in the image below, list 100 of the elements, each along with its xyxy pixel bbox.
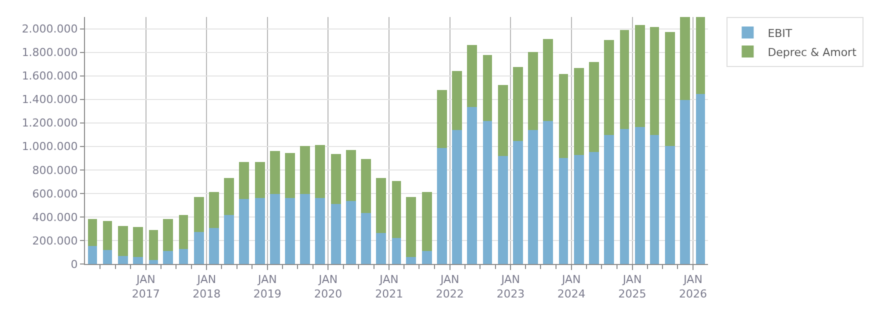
bar	[422, 251, 432, 264]
bar	[300, 194, 310, 264]
y-tick-label: 1.600.000	[22, 70, 78, 83]
y-tick-label: 1.400.000	[22, 93, 78, 106]
legend-label: EBIT	[768, 26, 792, 40]
bar	[118, 256, 128, 264]
bar	[650, 135, 659, 264]
bar	[315, 145, 325, 198]
bar	[194, 232, 204, 264]
y-tick-label: 0	[70, 258, 78, 271]
bar	[696, 17, 705, 94]
bar	[589, 152, 599, 264]
bar	[528, 52, 538, 130]
bar	[437, 148, 447, 264]
bar	[118, 226, 128, 256]
bar	[422, 192, 432, 251]
x-tick-label: JAN 2026	[679, 273, 708, 300]
bar	[179, 249, 188, 264]
bar	[406, 257, 416, 264]
bar	[315, 198, 325, 264]
bar	[255, 198, 265, 264]
bar	[88, 219, 97, 246]
y-tick-label: 1.800.000	[22, 46, 78, 60]
bar	[467, 45, 477, 107]
bar	[376, 233, 386, 264]
bar	[331, 154, 341, 204]
x-tick-label: JAN 2017	[132, 273, 160, 300]
bar	[483, 121, 492, 264]
legend-label: Deprec & Amort	[768, 46, 858, 59]
bar	[149, 230, 158, 260]
bar	[665, 146, 675, 264]
x-tick-label: JAN 2020	[314, 273, 342, 300]
bar	[361, 159, 371, 213]
bar	[194, 197, 204, 232]
bar	[285, 153, 295, 198]
bar	[300, 146, 310, 194]
bar	[483, 55, 492, 121]
bar	[696, 94, 705, 264]
y-tick-label: 600.000	[32, 187, 78, 200]
bar	[103, 250, 112, 264]
y-tick-label: 1.000.000	[22, 140, 78, 154]
bar	[103, 221, 112, 250]
x-tick-label: JAN 2021	[375, 273, 404, 300]
bar	[620, 129, 629, 264]
bar	[406, 197, 416, 257]
bar	[543, 121, 553, 264]
bar	[680, 100, 690, 264]
bar	[452, 71, 462, 130]
bar	[209, 192, 219, 228]
bar	[528, 130, 538, 264]
bar	[650, 27, 659, 135]
bar	[513, 67, 523, 141]
bar	[635, 127, 645, 264]
bar	[133, 257, 143, 264]
bar	[574, 68, 584, 155]
bar	[149, 260, 158, 264]
bar	[270, 151, 280, 194]
bar	[620, 30, 629, 129]
y-tick-label: 200.000	[32, 234, 78, 248]
y-tick-label: 400.000	[32, 210, 78, 224]
bar	[331, 204, 341, 264]
bar	[543, 39, 553, 121]
bar	[209, 228, 219, 264]
bar	[270, 194, 280, 264]
bar	[239, 162, 249, 199]
bar	[680, 17, 690, 100]
x-tick-label: JAN 2019	[253, 273, 282, 300]
bar	[437, 90, 447, 148]
bar	[513, 141, 523, 264]
y-tick-label: 1.200.000	[22, 116, 78, 130]
bar	[88, 246, 97, 264]
bar	[574, 155, 584, 264]
bar	[346, 150, 356, 201]
bar	[224, 215, 234, 264]
bar	[163, 251, 173, 264]
x-tick-label: JAN 2022	[436, 273, 464, 300]
bar	[133, 227, 143, 257]
y-tick-label: 800.000	[32, 164, 78, 177]
bar	[285, 198, 295, 264]
bar	[392, 238, 401, 264]
bar	[179, 215, 188, 249]
y-tick-label: 2.000.000	[22, 22, 78, 36]
bar	[665, 32, 675, 146]
bar	[239, 199, 249, 264]
bar	[604, 135, 614, 264]
bar	[346, 201, 356, 264]
bar	[361, 213, 371, 264]
bar	[255, 162, 265, 198]
x-tick-label: JAN 2024	[557, 273, 586, 300]
bar	[635, 25, 645, 127]
bar	[498, 85, 508, 156]
bar	[452, 130, 462, 264]
bar	[392, 181, 401, 238]
x-tick-label: JAN 2023	[496, 273, 525, 300]
bar	[498, 156, 508, 264]
bar	[376, 178, 386, 233]
bar	[589, 62, 599, 152]
x-tick-label: JAN 2025	[618, 273, 646, 300]
bar	[604, 40, 614, 135]
bar	[559, 74, 568, 158]
